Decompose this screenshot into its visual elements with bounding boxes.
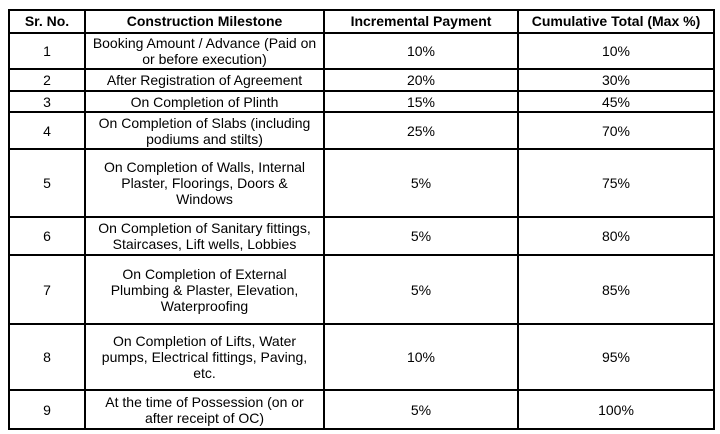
- cell-sr-no: 9: [8, 389, 86, 431]
- cell-cumulative: 70%: [517, 111, 715, 151]
- cell-incremental: 5%: [323, 148, 519, 219]
- cell-incremental: 5%: [323, 216, 519, 257]
- cell-cumulative: 95%: [517, 323, 715, 392]
- table-row: 3 On Completion of Plinth 15% 45%: [8, 90, 715, 114]
- cell-incremental: 10%: [323, 323, 519, 392]
- cell-incremental: 15%: [323, 90, 519, 114]
- table-row: 4 On Completion of Slabs (including podi…: [8, 111, 715, 151]
- cell-milestone: On Completion of Lifts, Water pumps, Ele…: [84, 323, 325, 392]
- cell-cumulative: 75%: [517, 148, 715, 219]
- table-row: 5 On Completion of Walls, Internal Plast…: [8, 148, 715, 219]
- header-row: Sr. No. Construction Milestone Increment…: [8, 9, 715, 34]
- table-body: 1 Booking Amount / Advance (Paid on or b…: [8, 31, 715, 431]
- cell-milestone: On Completion of External Plumbing & Pla…: [84, 254, 325, 326]
- cell-sr-no: 5: [8, 148, 86, 219]
- cell-milestone: On Completion of Walls, Internal Plaster…: [84, 148, 325, 219]
- table-row: 1 Booking Amount / Advance (Paid on or b…: [8, 31, 715, 71]
- cell-sr-no: 8: [8, 323, 86, 392]
- cell-incremental: 5%: [323, 254, 519, 326]
- cell-milestone: At the time of Possession (on or after r…: [84, 389, 325, 431]
- payment-schedule-table: Sr. No. Construction Milestone Increment…: [8, 9, 715, 431]
- table-header: Sr. No. Construction Milestone Increment…: [8, 9, 715, 34]
- cell-milestone: After Registration of Agreement: [84, 68, 325, 93]
- table-row: 9 At the time of Possession (on or after…: [8, 389, 715, 431]
- cell-cumulative: 100%: [517, 389, 715, 431]
- cell-cumulative: 85%: [517, 254, 715, 326]
- cell-cumulative: 10%: [517, 31, 715, 71]
- cell-sr-no: 3: [8, 90, 86, 114]
- cell-incremental: 5%: [323, 389, 519, 431]
- table-row: 7 On Completion of External Plumbing & P…: [8, 254, 715, 326]
- table-row: 6 On Completion of Sanitary fittings, St…: [8, 216, 715, 257]
- header-cumulative-total: Cumulative Total (Max %): [517, 9, 715, 34]
- cell-cumulative: 30%: [517, 68, 715, 93]
- cell-incremental: 10%: [323, 31, 519, 71]
- cell-cumulative: 45%: [517, 90, 715, 114]
- cell-milestone: On Completion of Slabs (including podium…: [84, 111, 325, 151]
- cell-sr-no: 6: [8, 216, 86, 257]
- table-row: 8 On Completion of Lifts, Water pumps, E…: [8, 323, 715, 392]
- cell-sr-no: 7: [8, 254, 86, 326]
- table-row: 2 After Registration of Agreement 20% 30…: [8, 68, 715, 93]
- cell-sr-no: 4: [8, 111, 86, 151]
- cell-incremental: 25%: [323, 111, 519, 151]
- header-incremental-payment: Incremental Payment: [323, 9, 519, 34]
- header-sr-no: Sr. No.: [8, 9, 86, 34]
- cell-milestone: Booking Amount / Advance (Paid on or bef…: [84, 31, 325, 71]
- cell-cumulative: 80%: [517, 216, 715, 257]
- cell-incremental: 20%: [323, 68, 519, 93]
- cell-sr-no: 2: [8, 68, 86, 93]
- cell-milestone: On Completion of Plinth: [84, 90, 325, 114]
- header-construction-milestone: Construction Milestone: [84, 9, 325, 34]
- cell-sr-no: 1: [8, 31, 86, 71]
- cell-milestone: On Completion of Sanitary fittings, Stai…: [84, 216, 325, 257]
